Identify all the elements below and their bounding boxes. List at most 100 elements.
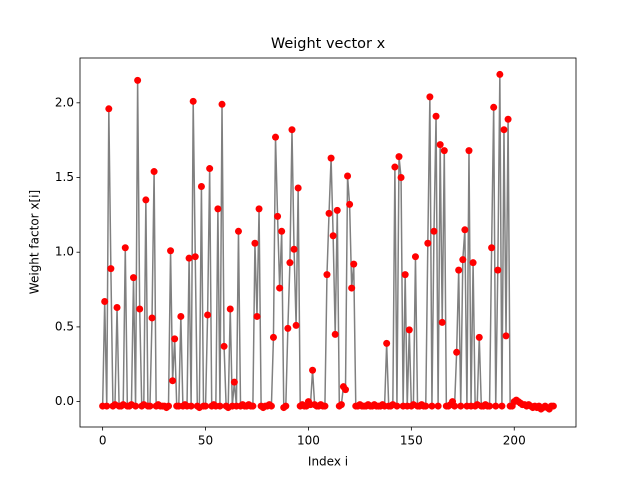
point (134, 76, 142, 84)
point (492, 402, 500, 410)
point (132, 402, 140, 410)
point (346, 200, 354, 208)
point (216, 402, 224, 410)
point (191, 253, 199, 261)
point (282, 402, 290, 410)
point (348, 284, 356, 292)
point (269, 333, 277, 341)
point (455, 266, 463, 274)
x-tick-label: 0 (99, 434, 107, 448)
y-tick-label: 0.5 (55, 319, 74, 333)
point (272, 133, 280, 141)
point (490, 103, 498, 111)
point (113, 303, 121, 311)
point (288, 126, 296, 134)
x-axis-label: Index i (308, 455, 348, 469)
point (486, 402, 494, 410)
point (549, 402, 557, 410)
point (502, 332, 510, 340)
point (249, 402, 257, 410)
point (459, 256, 467, 264)
point (101, 298, 109, 306)
point (103, 402, 111, 410)
point (167, 247, 175, 255)
point (440, 147, 448, 155)
point (434, 402, 442, 410)
point (204, 311, 212, 319)
point (267, 402, 275, 410)
point (397, 174, 405, 182)
point (197, 182, 205, 190)
point (432, 112, 440, 120)
point (430, 227, 438, 235)
point (105, 105, 113, 113)
point (251, 239, 259, 247)
point (290, 245, 298, 253)
point (329, 232, 337, 240)
point (337, 401, 345, 409)
point (323, 271, 331, 279)
point (218, 100, 226, 108)
y-tick-label: 1.0 (55, 245, 74, 259)
point (255, 205, 263, 213)
point (146, 402, 154, 410)
point (327, 154, 335, 162)
point (164, 402, 172, 410)
point (189, 97, 197, 105)
point (234, 227, 242, 235)
point (428, 402, 436, 410)
point (500, 126, 508, 134)
point (148, 314, 156, 322)
point (294, 184, 302, 192)
point (344, 172, 352, 180)
point (177, 312, 185, 320)
y-tick-label: 0.0 (55, 394, 74, 408)
point (465, 147, 473, 155)
point (436, 141, 444, 149)
x-tick-label: 150 (400, 434, 423, 448)
point (136, 305, 144, 313)
point (401, 271, 409, 279)
point (253, 312, 261, 320)
point (150, 168, 158, 176)
point (393, 402, 401, 410)
x-tick-label: 200 (503, 434, 526, 448)
point (214, 205, 222, 213)
point (475, 333, 483, 341)
y-axis-label: Weight factor x[i] (28, 190, 42, 294)
point (226, 305, 234, 313)
point (395, 153, 403, 161)
axes-frame (79, 57, 577, 428)
point (278, 227, 286, 235)
y-tick-label: 2.0 (55, 95, 74, 109)
point (220, 342, 228, 350)
point (350, 260, 358, 268)
point (411, 253, 419, 261)
point (130, 274, 138, 282)
y-tick-label: 1.5 (55, 170, 74, 184)
point (453, 348, 461, 356)
point (331, 330, 339, 338)
point (321, 402, 329, 410)
point (185, 254, 193, 262)
point (504, 115, 512, 123)
point (309, 366, 317, 374)
x-tick-label: 100 (297, 434, 320, 448)
point (276, 284, 284, 292)
point (171, 335, 179, 343)
x-tick-label: 50 (198, 434, 213, 448)
point (206, 165, 214, 173)
point (169, 377, 177, 385)
point (488, 244, 496, 252)
point (383, 339, 391, 347)
point (121, 244, 129, 252)
point (187, 402, 195, 410)
point (469, 259, 477, 267)
point (142, 196, 150, 204)
point (333, 206, 341, 214)
point (292, 321, 300, 329)
point (391, 163, 399, 171)
point (230, 378, 238, 386)
chart-title: Weight vector x (271, 36, 386, 52)
